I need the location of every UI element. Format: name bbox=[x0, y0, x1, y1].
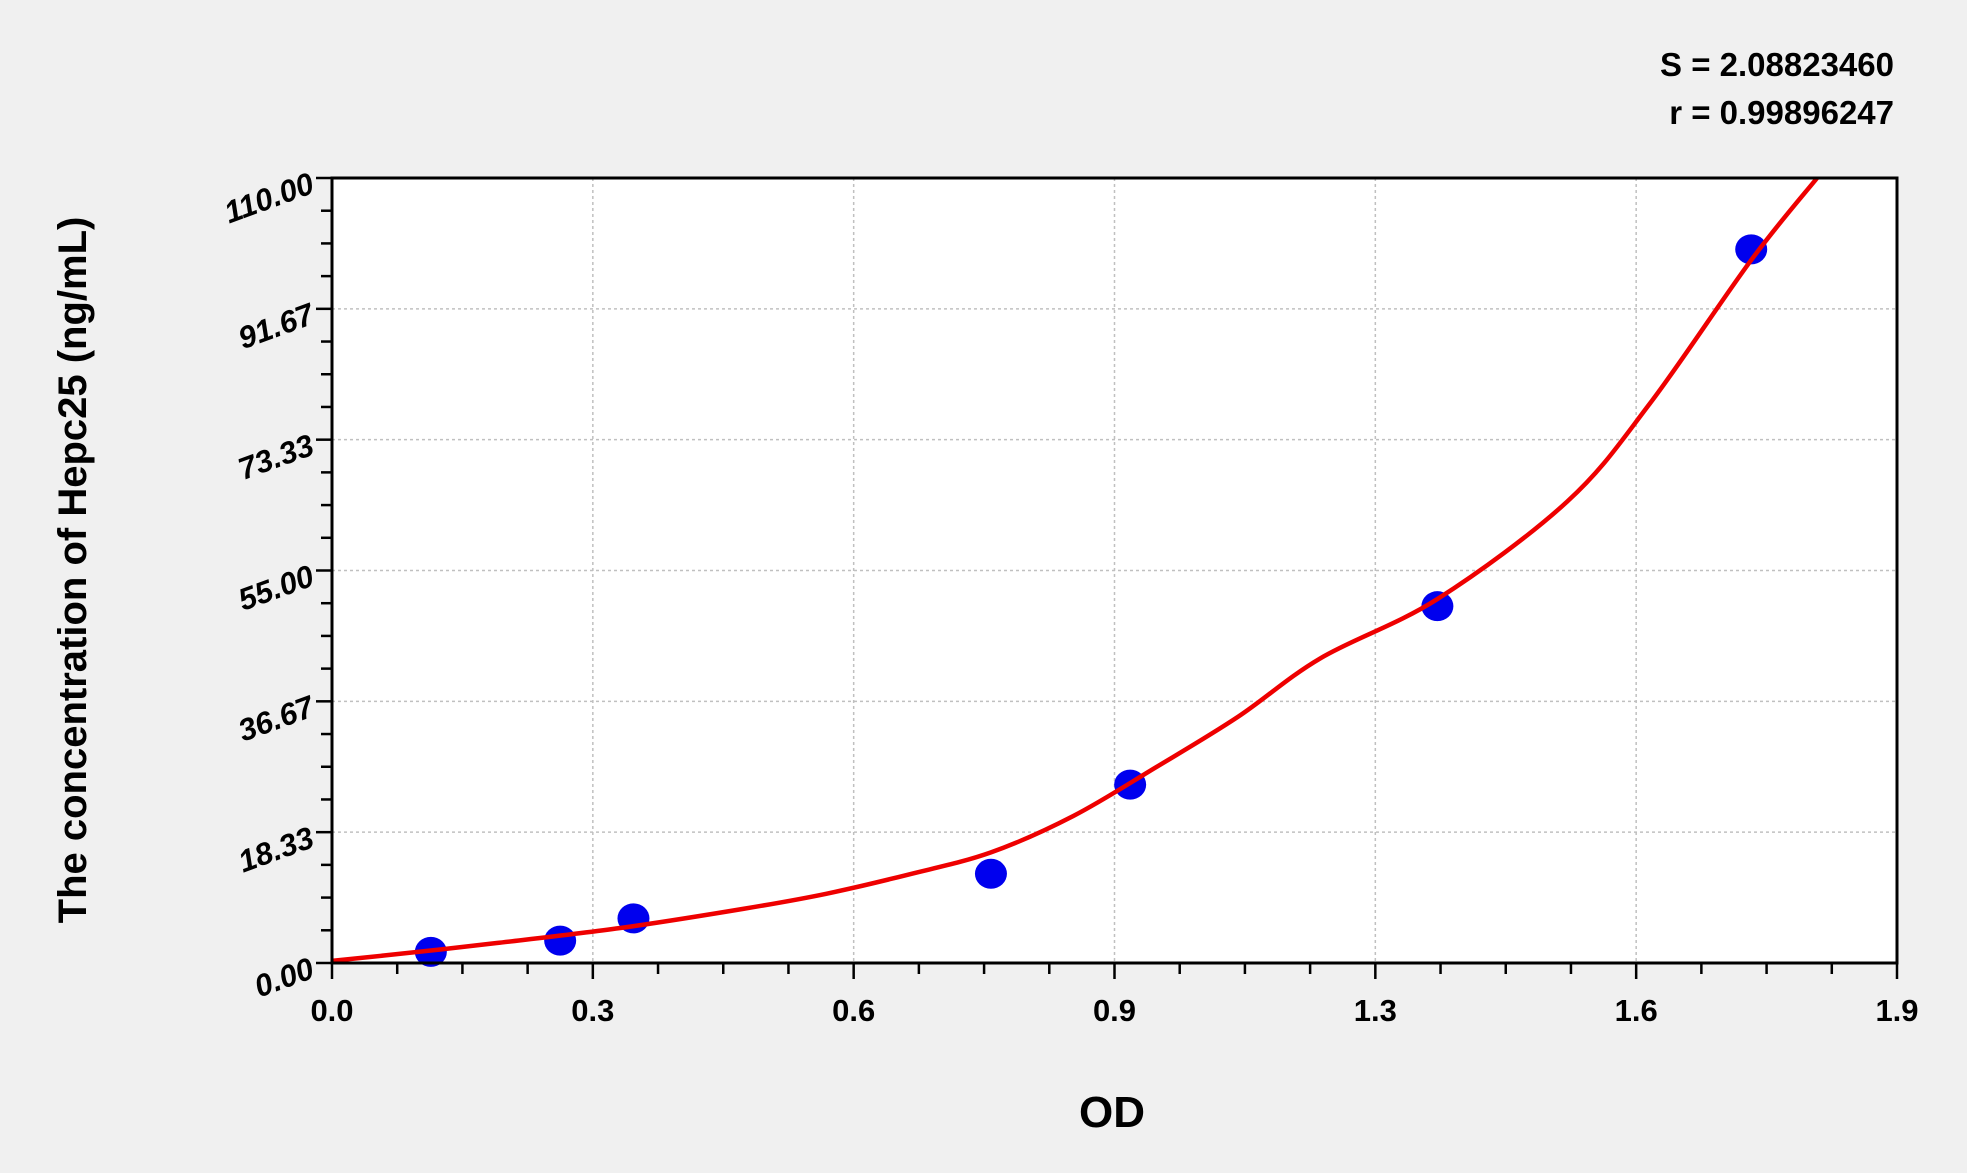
data-point bbox=[974, 858, 1007, 889]
axis-ticks bbox=[316, 176, 1899, 979]
stat-r: r = 0.99896247 bbox=[1669, 94, 1894, 131]
y-tick-label: 36.67 bbox=[234, 688, 321, 748]
stat-s: S = 2.08823460 bbox=[1660, 46, 1894, 83]
x-tick-label: 1.3 bbox=[1354, 993, 1397, 1028]
x-tick-label: 0.0 bbox=[310, 993, 353, 1028]
x-tick-label: 0.3 bbox=[571, 993, 614, 1028]
data-point bbox=[1735, 234, 1768, 265]
x-tick-label: 1.9 bbox=[1875, 993, 1918, 1028]
y-tick-label: 18.33 bbox=[234, 820, 319, 879]
y-tick-label: 73.33 bbox=[234, 427, 319, 486]
fit-curve-line bbox=[331, 176, 1819, 964]
data-point bbox=[544, 925, 577, 956]
x-tick-label: 1.6 bbox=[1615, 993, 1658, 1028]
y-tick-label: 91.67 bbox=[234, 296, 321, 356]
x-tick-label: 0.6 bbox=[832, 993, 875, 1028]
y-tick-label: 110.00 bbox=[219, 166, 318, 231]
x-axis-title: OD bbox=[1079, 1088, 1145, 1137]
y-axis-title: The concentration of Hepc25 (ng/mL) bbox=[51, 217, 95, 924]
y-tick-label: 0.00 bbox=[250, 951, 319, 1005]
fit-curve-group bbox=[331, 176, 1819, 964]
data-point bbox=[1421, 591, 1454, 622]
grid-lines bbox=[332, 178, 1897, 963]
y-tick-label: 55.00 bbox=[234, 558, 319, 617]
x-tick-label: 0.9 bbox=[1093, 993, 1136, 1028]
